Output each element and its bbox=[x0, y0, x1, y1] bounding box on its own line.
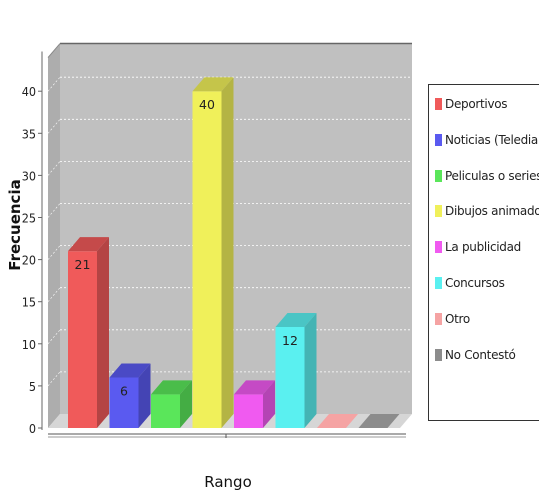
legend: Deportivos Noticias (Telediario) Peliculas… bbox=[428, 84, 539, 421]
bar-3 bbox=[151, 380, 192, 428]
y-tick-label: 15 bbox=[22, 295, 36, 310]
legend-label: Deportivos bbox=[445, 97, 508, 111]
x-axis-title: Rango bbox=[204, 473, 252, 491]
y-axis: 0 5 10 15 20 25 30 35 40 bbox=[22, 51, 406, 438]
bar-top bbox=[275, 312, 317, 327]
bar-top bbox=[192, 77, 234, 92]
data-label: 21 bbox=[75, 257, 91, 272]
legend-swatch bbox=[435, 169, 442, 182]
legend-label: La publicidad bbox=[445, 240, 521, 255]
bar-top bbox=[151, 380, 192, 395]
y-tick-label: 10 bbox=[22, 337, 36, 352]
bar-front bbox=[234, 394, 263, 428]
bar-top bbox=[109, 363, 151, 378]
bar-5 bbox=[234, 380, 275, 428]
legend-label: Otro bbox=[445, 311, 470, 326]
gridline-side bbox=[47, 161, 61, 176]
bar-side bbox=[180, 380, 192, 428]
legend-swatch bbox=[435, 277, 442, 289]
bar-flat bbox=[358, 414, 400, 428]
bar-2 bbox=[109, 363, 151, 428]
y-tick-label: 35 bbox=[22, 126, 36, 141]
plot-back-wall bbox=[60, 43, 412, 415]
data-label: 12 bbox=[282, 333, 298, 348]
bar-front bbox=[68, 251, 97, 428]
gridline-side bbox=[47, 329, 61, 344]
legend-item: La publicidad bbox=[435, 240, 521, 254]
bars bbox=[68, 77, 400, 428]
y-tick-label: 30 bbox=[22, 168, 36, 183]
legend-swatch bbox=[435, 241, 442, 254]
gridline-side bbox=[47, 245, 61, 260]
legend-item: Dibujos animados bbox=[435, 204, 539, 218]
data-label: 40 bbox=[199, 97, 215, 112]
bar-side bbox=[138, 363, 151, 428]
bar-4 bbox=[192, 77, 234, 428]
legend-item: Concursos bbox=[435, 276, 505, 290]
plot-top-corner bbox=[47, 43, 61, 58]
bar-side bbox=[97, 237, 109, 428]
legend-label: Concursos bbox=[445, 276, 505, 290]
gridline-side bbox=[47, 371, 61, 387]
y-axis-title: Frecuencia bbox=[6, 179, 24, 270]
bar-side bbox=[263, 380, 275, 428]
legend-swatch bbox=[435, 133, 442, 146]
gridline-side bbox=[47, 203, 61, 218]
legend-item: Otro bbox=[435, 312, 470, 326]
legend-swatch bbox=[435, 312, 442, 325]
y-tick-label: 25 bbox=[22, 211, 36, 226]
y-tick-label: 0 bbox=[29, 421, 36, 436]
y-tick-label: 5 bbox=[29, 379, 36, 394]
bar-front bbox=[275, 326, 305, 428]
legend-swatch bbox=[435, 348, 442, 361]
legend-label: Dibujos animados bbox=[445, 204, 539, 219]
y-tick-label: 20 bbox=[22, 253, 36, 268]
legend-label: Noticias (Telediario) bbox=[445, 132, 539, 147]
data-label: 6 bbox=[120, 383, 128, 398]
bar-side bbox=[304, 312, 317, 428]
legend-label: No Contestó bbox=[445, 347, 516, 362]
bar-flat bbox=[317, 414, 358, 428]
bar-6 bbox=[275, 312, 317, 428]
bar-front bbox=[151, 394, 180, 428]
legend-item: Deportivos bbox=[435, 97, 508, 111]
bar-top bbox=[68, 237, 109, 252]
legend-swatch bbox=[435, 205, 442, 218]
y-tick-label: 40 bbox=[22, 84, 36, 99]
data-labels: 21 6 40 12 bbox=[75, 97, 298, 398]
legend-item: No Contestó bbox=[435, 348, 516, 362]
gridline-side bbox=[47, 77, 61, 92]
legend-label: Peliculas o series bbox=[445, 168, 539, 183]
legend-swatch bbox=[435, 98, 442, 110]
legend-item: Peliculas o series bbox=[435, 169, 539, 183]
bar-7 bbox=[317, 414, 358, 428]
bar-front bbox=[109, 377, 139, 428]
bar-8 bbox=[358, 414, 400, 428]
plot-side-wall bbox=[48, 43, 60, 429]
gridlines bbox=[47, 76, 412, 387]
legend-item: Noticias (Telediario) bbox=[435, 133, 539, 147]
bar-side bbox=[221, 77, 234, 428]
gridline-side bbox=[47, 287, 61, 302]
bar-front bbox=[192, 91, 222, 428]
bar-top bbox=[234, 380, 275, 395]
gridline-side bbox=[47, 119, 61, 134]
bar-1 bbox=[68, 237, 109, 428]
